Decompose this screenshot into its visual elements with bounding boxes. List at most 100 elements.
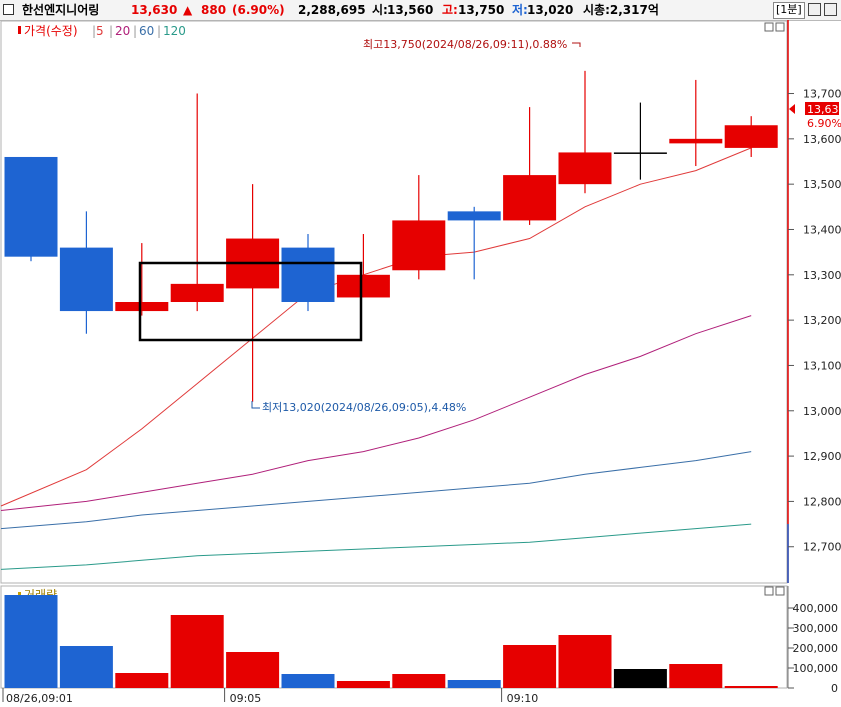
high-annotation-arrow <box>572 42 581 47</box>
legend-ma60: 60 <box>139 24 154 38</box>
volume-bars <box>4 595 778 688</box>
moving-averages <box>0 147 752 570</box>
close-icon[interactable] <box>824 3 837 16</box>
stock-info-bar: 한선엔지니어링 13,630 ▲ 880 (6.90%) 2,288,695 시… <box>0 0 841 21</box>
candle-body <box>392 220 446 271</box>
change-percent: (6.90%) <box>232 3 285 17</box>
candle-body <box>4 156 58 257</box>
volume-tick-label: 300,000 <box>793 622 839 635</box>
candle-body <box>59 247 113 312</box>
candle-body <box>669 138 723 144</box>
legend-sep-4: | <box>157 24 161 38</box>
candle-body <box>724 125 778 148</box>
candle-body <box>558 152 612 185</box>
volume-bar <box>724 686 778 688</box>
volume-bar <box>4 595 58 688</box>
price-tick-label: 13,200 <box>803 314 841 327</box>
low-annotation: 최저13,020(2024/08/26,09:05),4.48% <box>262 401 466 414</box>
change-value: 880 <box>201 3 227 17</box>
candle-body <box>503 175 557 221</box>
price-tick-label: 13,300 <box>803 269 841 282</box>
candle-body <box>281 247 335 302</box>
price-tick-label: 12,800 <box>803 495 841 508</box>
volume-bar <box>392 674 446 688</box>
maximize-icon[interactable] <box>808 3 821 16</box>
volume-bar <box>613 669 667 688</box>
volume-bar <box>281 674 335 688</box>
volume-tick-label: 0 <box>831 682 838 695</box>
volume-bar <box>669 664 723 688</box>
legend-ma5: 5 <box>96 24 104 38</box>
legend-price: 가격(수정) <box>24 24 78 38</box>
legend-sep-3: | <box>133 24 137 38</box>
change-arrow-icon: ▲ <box>183 3 193 17</box>
candles <box>4 70 778 402</box>
price-tick-label: 13,700 <box>803 88 841 101</box>
open-price: 13,560 <box>387 3 434 17</box>
volume-tick-label: 400,000 <box>793 602 839 615</box>
time-tick-label: 09:10 <box>507 692 539 705</box>
low-label: 저: <box>512 3 528 17</box>
volume-bar <box>503 645 557 688</box>
price-pointer-icon <box>789 104 795 114</box>
period-button[interactable]: [1분] <box>773 2 805 19</box>
volume-bar <box>226 652 280 688</box>
panel-min-icon[interactable] <box>764 22 774 32</box>
low-annotation-arrow <box>251 401 260 409</box>
candle-body <box>170 283 224 302</box>
open-label: 시: <box>372 3 388 17</box>
candle-body <box>336 274 390 298</box>
price-axis-labels: 12,700 12,800 12,900 13,000 13,100 13,200 13,3… <box>788 88 841 554</box>
volume-bar <box>558 635 612 688</box>
time-tick-label: 09:05 <box>230 692 262 705</box>
volume-min-icon[interactable] <box>764 586 774 596</box>
volume-panel-frame <box>0 585 788 689</box>
price-tick-label: 12,700 <box>803 541 841 554</box>
volume-tick-label: 200,000 <box>793 642 839 655</box>
price-panel-frame <box>0 20 788 584</box>
volume-tick-label: 100,000 <box>793 662 839 675</box>
ma-line-60 <box>0 451 752 530</box>
candle-body <box>447 211 501 221</box>
ma-line-5 <box>0 147 752 507</box>
market-cap: 시총:2,317억 <box>583 3 659 17</box>
legend-ma120: 120 <box>163 24 186 38</box>
low-price: 13,020 <box>527 3 574 17</box>
price-tick-label: 13,600 <box>803 133 841 146</box>
price-tick-label: 13,100 <box>803 359 841 372</box>
volume-close-icon[interactable] <box>775 586 785 596</box>
high-label: 고: <box>442 3 458 17</box>
price-tag-box <box>805 102 839 115</box>
volume-bar <box>59 646 113 688</box>
stock-name[interactable]: 한선엔지니어링 <box>22 3 100 17</box>
volume-total: 2,288,695 <box>298 3 366 17</box>
volume-bar <box>170 615 224 688</box>
panel-close-icon[interactable] <box>775 22 785 32</box>
price-tick-label: 12,900 <box>803 450 841 463</box>
volume-bar <box>336 681 390 688</box>
time-axis-labels: 08/26,09:01 09:05 09:10 <box>2 688 539 705</box>
price-tag-percent: 6.90% <box>807 117 841 130</box>
price-tick-label: 13,400 <box>803 223 841 236</box>
candle-body <box>613 152 667 154</box>
legend-sep-1: | <box>92 24 96 38</box>
ma-line-20 <box>0 315 752 511</box>
volume-bar <box>447 680 501 688</box>
high-annotation: 최고13,750(2024/08/26,09:11),0.88% <box>363 38 567 51</box>
current-price: 13,630 <box>131 3 178 17</box>
price-tick-label: 13,000 <box>803 405 841 418</box>
price-tick-label: 13,500 <box>803 178 841 191</box>
price-tag-value: 13,630 <box>807 103 841 116</box>
chart-canvas: 가격(수정) 5 20 60 120 | | | | 거래량 12,70012,… <box>0 20 841 705</box>
ma-line-120 <box>0 523 752 570</box>
price-legend-marker <box>18 26 21 34</box>
volume-bar <box>115 673 169 688</box>
select-checkbox[interactable] <box>3 4 14 15</box>
volume-axis-labels: 0 100,000 200,000 300,000 400,000 <box>788 602 838 695</box>
legend-ma20: 20 <box>115 24 130 38</box>
high-price: 13,750 <box>458 3 505 17</box>
legend-sep-2: | <box>109 24 113 38</box>
candle-body <box>115 302 169 312</box>
highlight-box <box>138 261 363 342</box>
